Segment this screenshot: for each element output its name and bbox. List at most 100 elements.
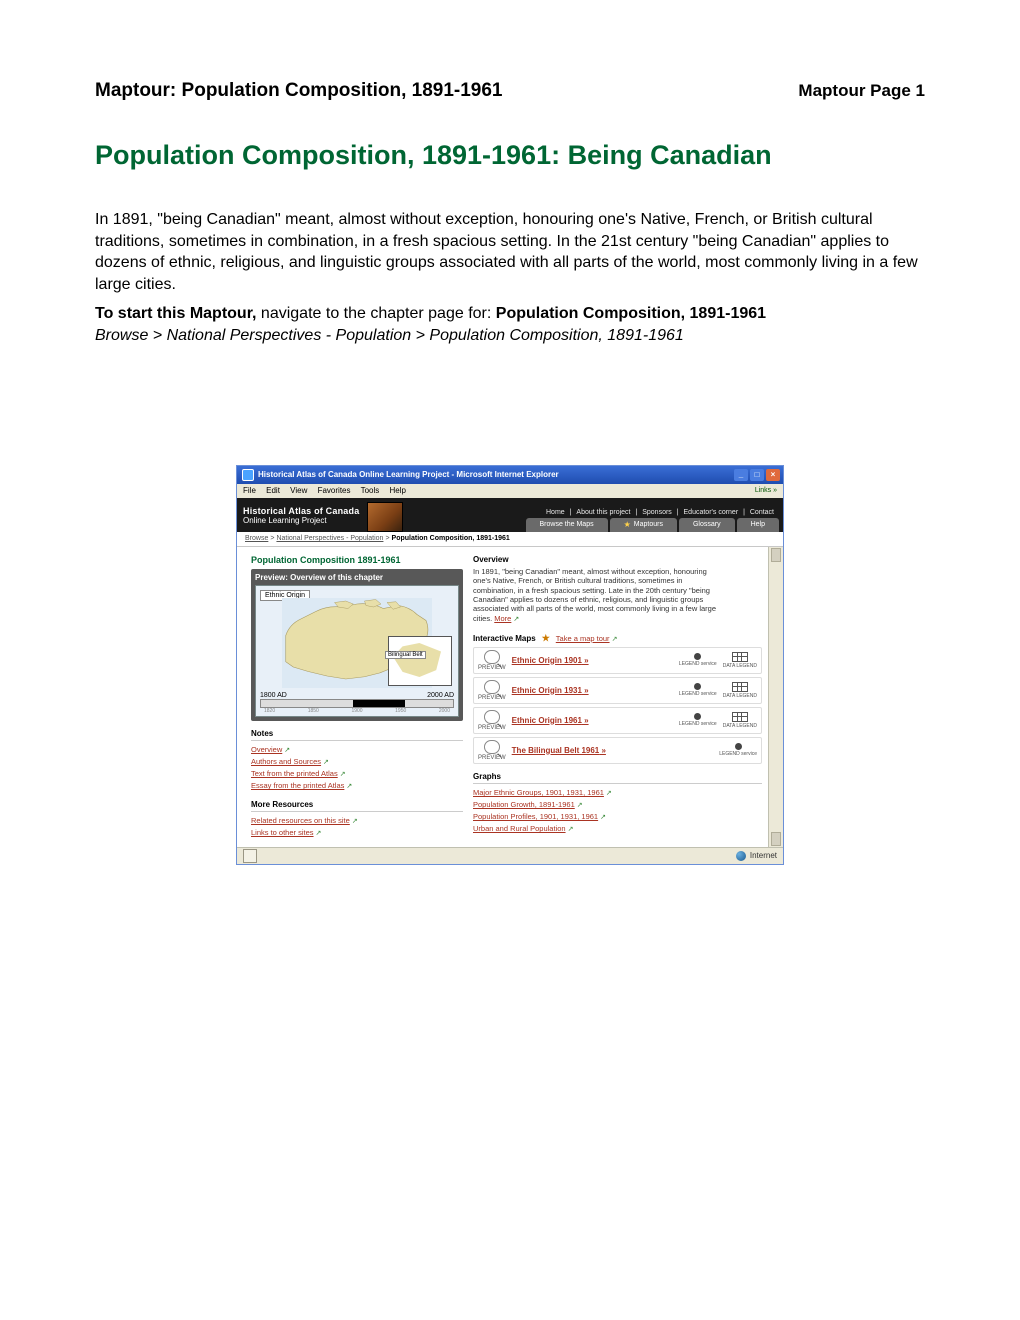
map-item[interactable]: PREVIEW Ethnic Origin 1961 LEGEND servic… — [473, 707, 762, 734]
legend-service-icon: LEGEND service — [679, 713, 717, 727]
tab-browse[interactable]: Browse the Maps — [526, 518, 608, 532]
tab-glossary[interactable]: Glossary — [679, 518, 735, 532]
overview-text: In 1891, "being Canadian" meant, almost … — [473, 567, 762, 625]
toplink-home[interactable]: Home — [546, 509, 565, 516]
left-column: Population Composition 1891-1961 Preview… — [237, 547, 469, 847]
menu-file[interactable]: File — [243, 486, 256, 495]
take-tour-link[interactable]: Take a map tour — [556, 634, 618, 643]
toplink-about[interactable]: About this project — [576, 509, 630, 516]
bc-current: Population Composition, 1891-1961 — [392, 535, 510, 542]
browser-statusbar: Internet — [237, 847, 783, 864]
tab-browse-label: Browse the Maps — [540, 521, 594, 528]
window-title: Historical Atlas of Canada Online Learni… — [258, 470, 559, 479]
site-brand: Historical Atlas of Canada Online Learni… — [237, 502, 363, 528]
start-instruction: To start this Maptour, navigate to the c… — [95, 303, 925, 325]
status-left-icon — [243, 849, 257, 863]
data-label: DATA LEGEND — [723, 663, 757, 669]
graph-pop-growth[interactable]: Population Growth, 1891-1961 — [473, 799, 762, 811]
note-text-printed[interactable]: Text from the printed Atlas — [251, 768, 463, 780]
svc-label: LEGEND service — [719, 751, 757, 757]
preview-map[interactable]: Ethnic Origin Bilingual Belt — [255, 585, 459, 717]
browser-screenshot: Historical Atlas of Canada Online Learni… — [236, 465, 784, 865]
preview-icon: PREVIEW — [478, 650, 506, 671]
globe-icon — [736, 851, 746, 861]
more-links[interactable]: Links to other sites — [251, 827, 463, 839]
breadcrumb-doc: Browse > National Perspectives - Populat… — [95, 327, 925, 345]
breadcrumb: Browse > National Perspectives - Populat… — [237, 532, 783, 547]
graph-ethnic-groups[interactable]: Major Ethnic Groups, 1901, 1931, 1961 — [473, 787, 762, 799]
notes-list: Overview Authors and Sources Text from t… — [251, 744, 463, 792]
window-close-button[interactable]: × — [766, 469, 780, 481]
graphs-list: Major Ethnic Groups, 1901, 1931, 1961 Po… — [473, 787, 762, 835]
window-minimize-button[interactable]: _ — [734, 469, 748, 481]
menu-tools[interactable]: Tools — [361, 486, 380, 495]
tab-maptours[interactable]: ★Maptours — [610, 518, 677, 532]
graphs-heading: Graphs — [473, 772, 762, 784]
timeline-start: 1800 AD — [260, 692, 287, 699]
site-header: Historical Atlas of Canada Online Learni… — [237, 498, 783, 532]
interactive-maps-heading: Interactive Maps ★ Take a map tour — [473, 633, 762, 644]
overview-more-link[interactable]: More — [494, 614, 519, 623]
toplink-contact[interactable]: Contact — [750, 509, 774, 516]
timeline-end: 2000 AD — [427, 692, 454, 699]
bc-sep-1: > — [270, 535, 274, 542]
inset-map: Bilingual Belt — [388, 636, 452, 686]
legend-service-icon: LEGEND service — [679, 653, 717, 667]
toplink-sponsors[interactable]: Sponsors — [642, 509, 672, 516]
preview-heading: Preview: Overview of this chapter — [255, 573, 459, 582]
map-item[interactable]: PREVIEW Ethnic Origin 1931 LEGEND servic… — [473, 677, 762, 704]
timeline-bar[interactable] — [260, 699, 454, 708]
notes-heading: Notes — [251, 729, 463, 741]
more-resources-heading: More Resources — [251, 800, 463, 812]
right-column: Overview In 1891, "being Canadian" meant… — [469, 547, 768, 847]
preview-label: PREVIEW — [478, 725, 506, 731]
tab-glossary-label: Glossary — [693, 521, 721, 528]
map-link-1931[interactable]: Ethnic Origin 1931 — [512, 686, 673, 695]
menu-help[interactable]: Help — [390, 486, 406, 495]
brand-line-2: Online Learning Project — [243, 517, 359, 525]
map-item[interactable]: PREVIEW The Bilingual Belt 1961 LEGEND s… — [473, 737, 762, 764]
window-maximize-button[interactable]: □ — [750, 469, 764, 481]
start-mid: navigate to the chapter page for: — [256, 305, 495, 322]
more-resources-list: Related resources on this site Links to … — [251, 815, 463, 839]
header-right: Maptour Page 1 — [798, 81, 925, 101]
map-item[interactable]: PREVIEW Ethnic Origin 1901 LEGEND servic… — [473, 647, 762, 674]
brand-line-1: Historical Atlas of Canada — [243, 507, 359, 516]
tab-help[interactable]: Help — [737, 518, 779, 532]
bc-browse[interactable]: Browse — [245, 535, 268, 542]
chapter-title: Population Composition 1891-1961 — [251, 555, 463, 565]
tl-tick: 1850 — [308, 708, 319, 714]
preview-icon: PREVIEW — [478, 680, 506, 701]
tab-help-label: Help — [751, 521, 765, 528]
brand-image — [367, 502, 403, 532]
more-related[interactable]: Related resources on this site — [251, 815, 463, 827]
map-link-1901[interactable]: Ethnic Origin 1901 — [512, 656, 673, 665]
menu-links[interactable]: Links » — [755, 487, 777, 494]
inset-label: Bilingual Belt — [385, 651, 426, 659]
tl-tick: 1820 — [264, 708, 275, 714]
preview-icon: PREVIEW — [478, 740, 506, 761]
note-authors[interactable]: Authors and Sources — [251, 756, 463, 768]
timeline[interactable]: 1800 AD 2000 AD 1820 1850 1900 1950 2000 — [260, 692, 454, 714]
map-link-1961[interactable]: Ethnic Origin 1961 — [512, 716, 673, 725]
note-overview[interactable]: Overview — [251, 744, 463, 756]
graph-urban-rural[interactable]: Urban and Rural Population — [473, 823, 762, 835]
toplink-educators[interactable]: Educator's corner — [684, 509, 739, 516]
ie-icon — [242, 469, 254, 481]
map-link-bilingual[interactable]: The Bilingual Belt 1961 — [512, 746, 714, 755]
note-essay-printed[interactable]: Essay from the printed Atlas — [251, 780, 463, 792]
graph-pop-profiles[interactable]: Population Profiles, 1901, 1931, 1961 — [473, 811, 762, 823]
status-zone: Internet — [750, 851, 777, 860]
data-legend-icon: DATA LEGEND — [723, 712, 757, 729]
tl-tick: 2000 — [439, 708, 450, 714]
menu-view[interactable]: View — [290, 486, 307, 495]
legend-service-icon: LEGEND service — [679, 683, 717, 697]
bc-section[interactable]: National Perspectives - Population — [276, 535, 383, 542]
menu-favorites[interactable]: Favorites — [318, 486, 351, 495]
preview-label: PREVIEW — [478, 755, 506, 761]
start-target: Population Composition, 1891-1961 — [496, 305, 766, 322]
svc-label: LEGEND service — [679, 721, 717, 727]
menu-edit[interactable]: Edit — [266, 486, 280, 495]
page-title: Population Composition, 1891-1961: Being… — [95, 140, 925, 171]
vertical-scrollbar[interactable] — [768, 547, 783, 847]
